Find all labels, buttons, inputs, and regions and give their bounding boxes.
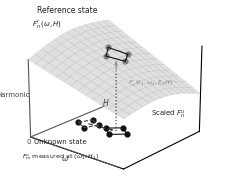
Text: Scaled $F^u_n$: Scaled $F^u_n$ bbox=[150, 109, 185, 121]
Text: Unknown state: Unknown state bbox=[34, 139, 86, 145]
Text: Reference state: Reference state bbox=[37, 6, 97, 15]
Text: $F^u_m$ measured at $(\omega_1,H_1)$: $F^u_m$ measured at $(\omega_1,H_1)$ bbox=[22, 153, 99, 162]
Text: $F^r_n\,(t_1,\omega_1,\xi_2H)$: $F^r_n\,(t_1,\omega_1,\xi_2H)$ bbox=[128, 78, 172, 89]
Text: $F^r_n\,(\omega,H)$: $F^r_n\,(\omega,H)$ bbox=[32, 19, 62, 31]
